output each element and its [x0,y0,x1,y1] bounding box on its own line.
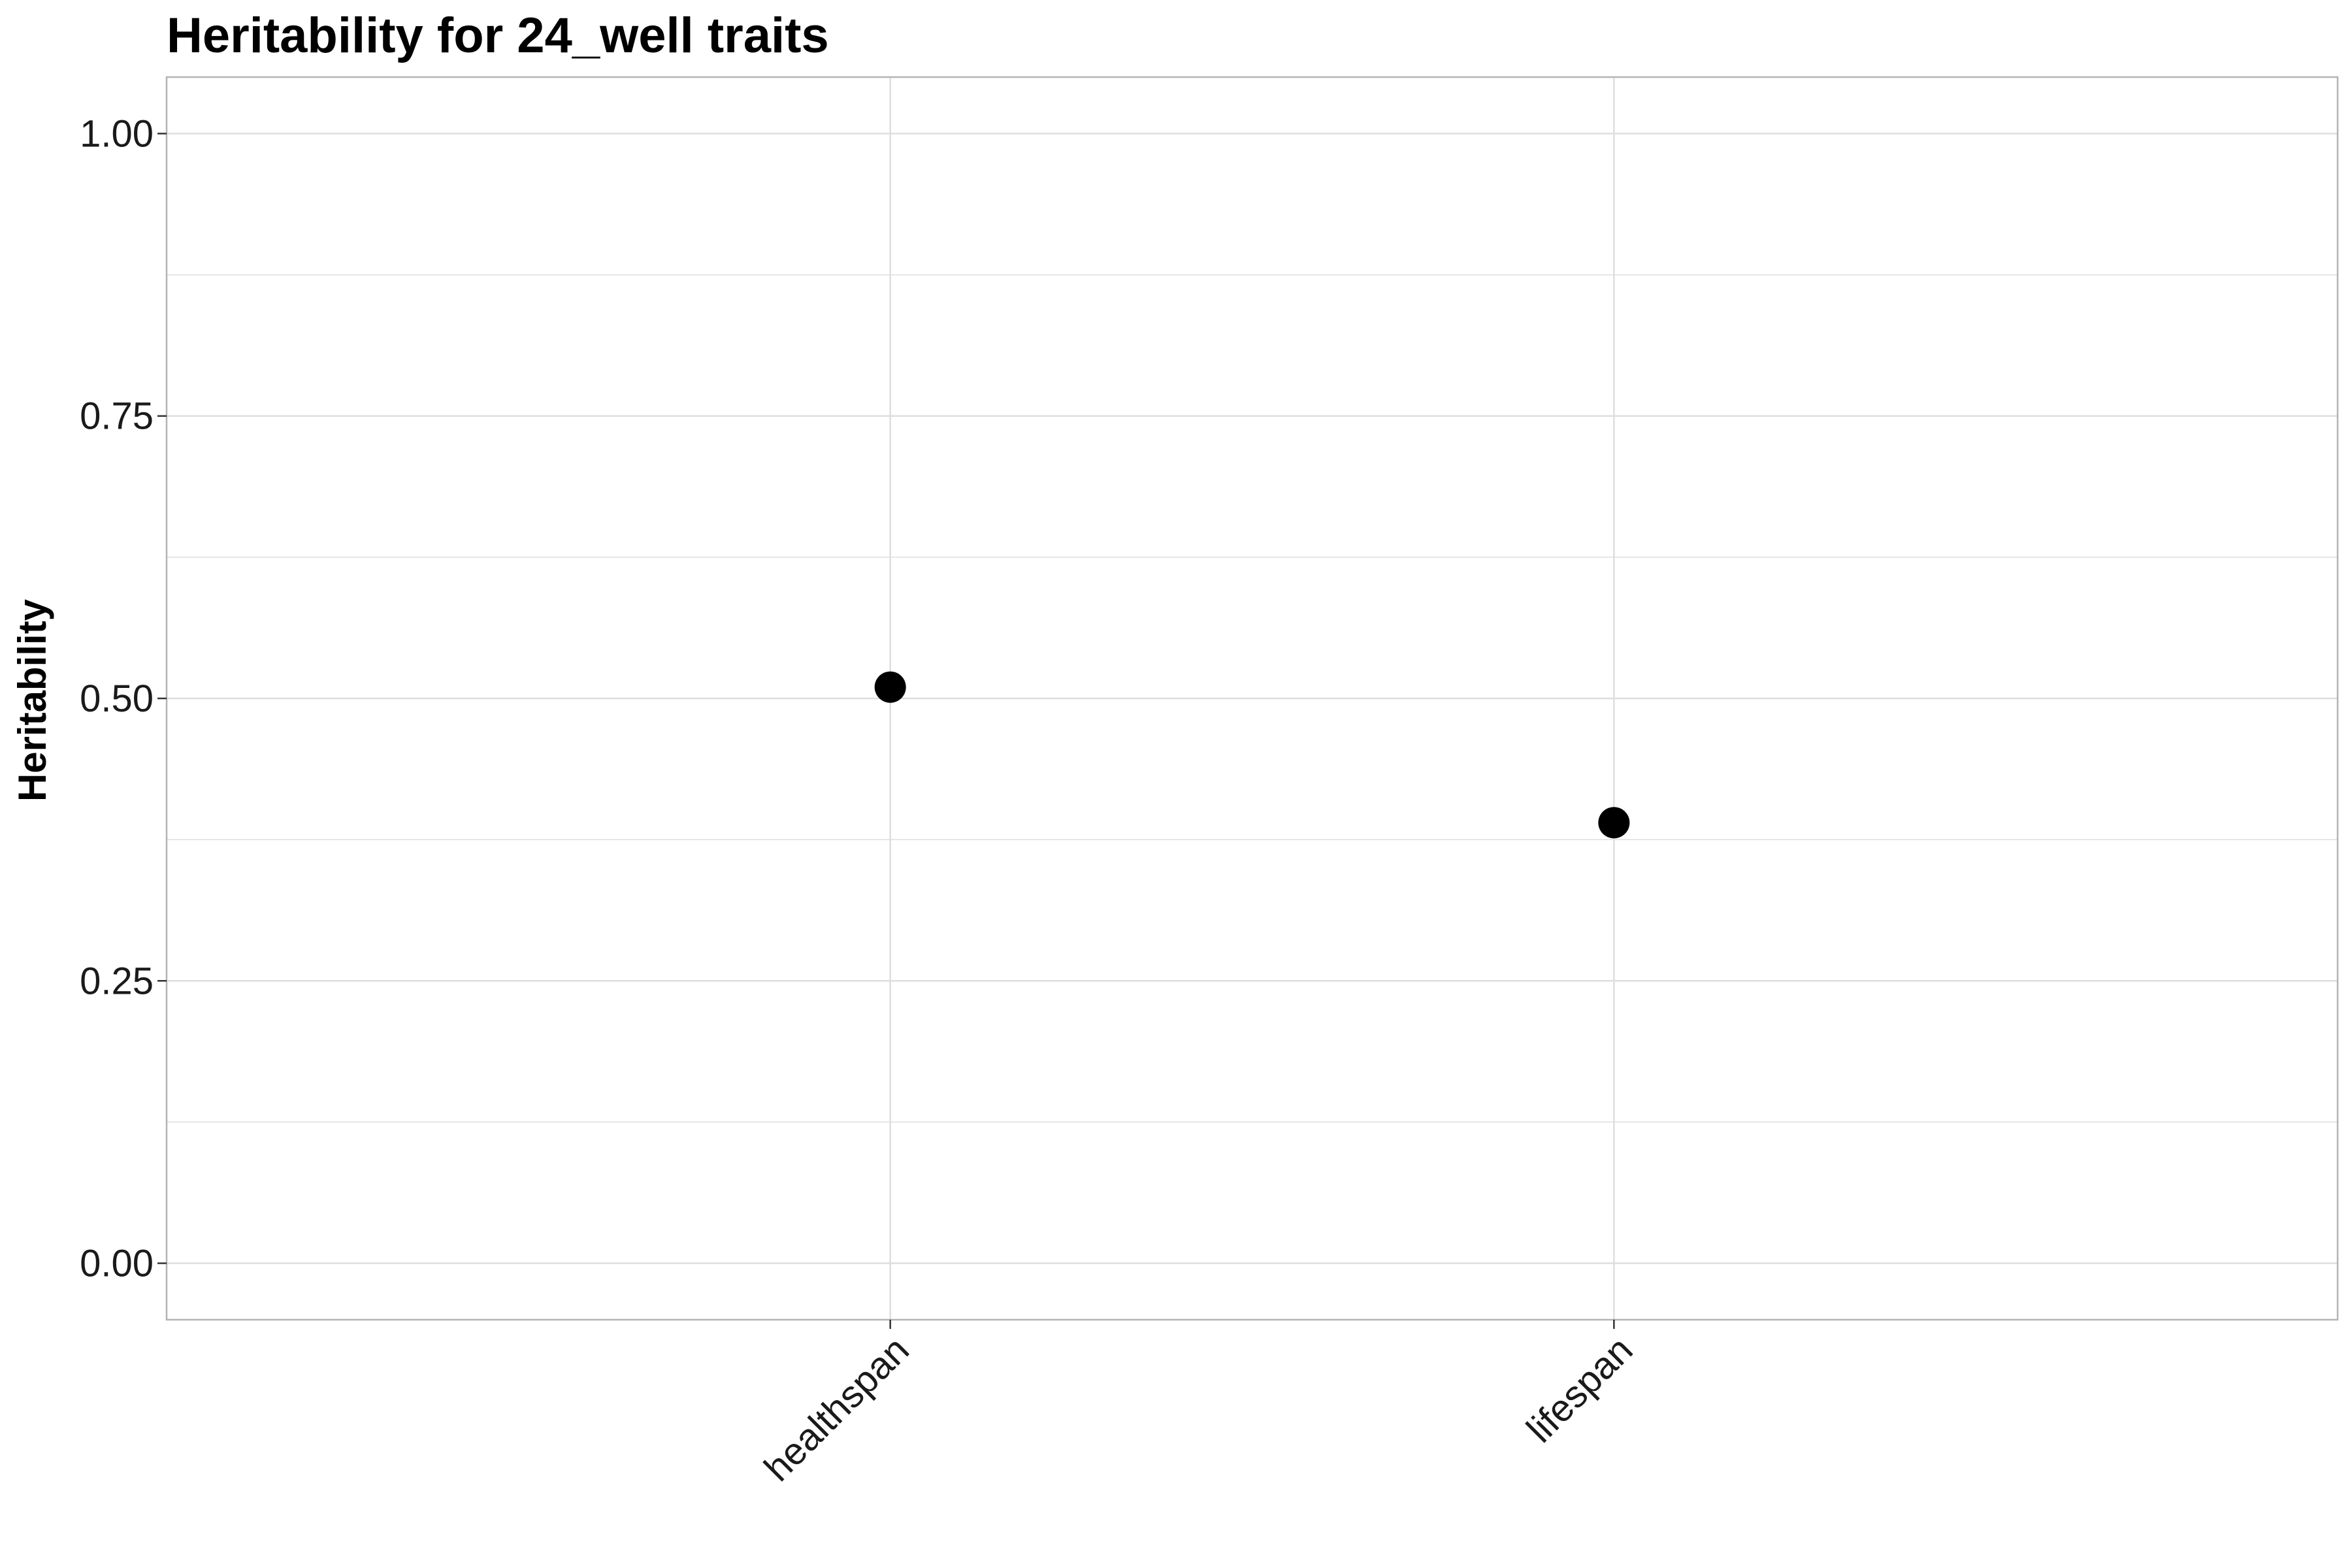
y-axis: 0.00 0.25 0.50 0.75 1.00 [80,112,167,1285]
y-axis-title: Heritability [10,598,54,802]
x-axis: healthspan lifespan [756,1320,1641,1490]
x-tick-label: lifespan [1518,1328,1641,1450]
y-tick-label: 0.00 [80,1243,154,1285]
y-tick-label: 0.25 [80,960,154,1002]
y-tick-label: 1.00 [80,112,154,155]
y-gridlines [167,133,2338,1264]
chart-title: Heritability for 24_well traits [167,8,829,63]
y-tick-label: 0.50 [80,678,154,720]
x-tick-label: healthspan [756,1328,917,1490]
data-point-healthspan [874,671,906,703]
data-points [874,671,1630,839]
y-tick-label: 0.75 [80,395,154,438]
data-point-lifespan [1598,807,1630,839]
